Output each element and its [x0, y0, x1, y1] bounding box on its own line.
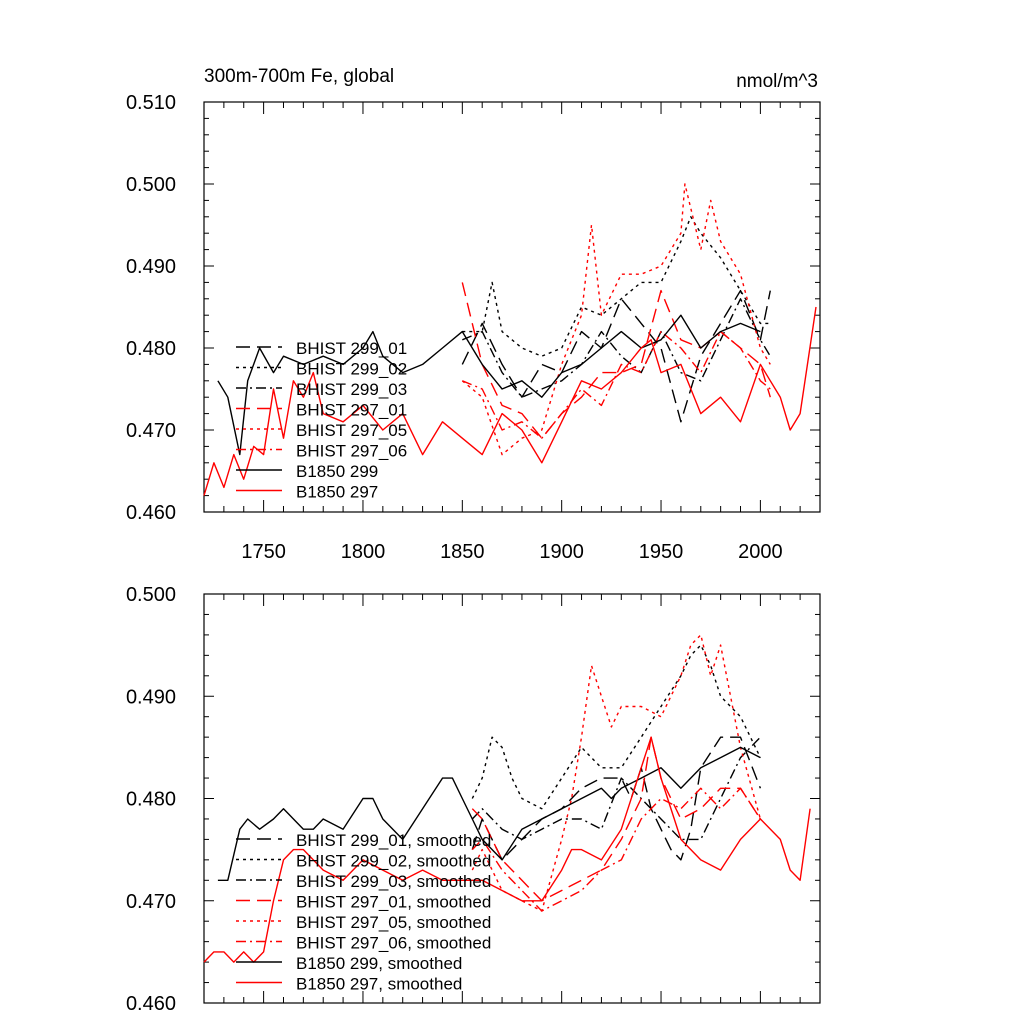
x-tick-label: 1850 — [440, 541, 485, 563]
series-line-2 — [471, 644, 762, 810]
legend-label: BHIST 299_03, smoothed — [296, 872, 491, 891]
legend-label: B1850 299, smoothed — [296, 954, 462, 973]
series-line-6 — [462, 330, 771, 439]
series-line-8 — [203, 736, 811, 963]
legend-label: BHIST 297_01 — [296, 401, 407, 420]
series-line-7 — [217, 746, 761, 881]
legend-label: B1850 299 — [296, 462, 378, 481]
legend-label: B1850 297 — [296, 483, 378, 502]
legend-label: BHIST 297_05 — [296, 421, 407, 440]
y-tick-label: 0.480 — [126, 338, 176, 360]
legend-label: BHIST 297_05, smoothed — [296, 913, 491, 932]
x-tick-label: 1900 — [539, 541, 584, 563]
y-tick-label: 0.490 — [126, 256, 176, 278]
y-tick-label: 0.470 — [126, 420, 176, 442]
x-tick-label: 1950 — [639, 541, 684, 563]
series-line-6 — [471, 787, 761, 912]
legend-label: BHIST 297_01, smoothed — [296, 893, 491, 912]
series-line-2 — [462, 216, 771, 357]
legend-label: BHIST 299_01, smoothed — [296, 831, 491, 850]
y-tick-label: 0.470 — [126, 891, 176, 913]
series-line-4 — [471, 736, 761, 902]
x-tick-label: 1800 — [341, 541, 386, 563]
x-tick-label: 1750 — [241, 541, 286, 563]
series-line-8 — [203, 306, 817, 496]
legend-label: BHIST 299_01 — [296, 339, 407, 358]
y-tick-label: 0.500 — [126, 174, 176, 196]
legend-label: BHIST 299_02, smoothed — [296, 852, 491, 871]
series-line-5 — [461, 183, 771, 456]
plot-frame — [203, 101, 821, 513]
legend-label: BHIST 299_03 — [296, 380, 407, 399]
legend-label: BHIST 299_02 — [296, 360, 407, 379]
series-line-1 — [471, 736, 762, 861]
x-tick-label: 2000 — [738, 541, 783, 563]
legend-label: BHIST 297_06 — [296, 442, 407, 461]
y-tick-label: 0.460 — [126, 993, 176, 1015]
series-line-5 — [471, 634, 762, 912]
series-line-4 — [461, 282, 771, 439]
series-line-1 — [461, 289, 771, 423]
y-tick-label: 0.510 — [126, 92, 176, 114]
legend-label: BHIST 297_06, smoothed — [296, 934, 491, 953]
series-line-3 — [471, 736, 761, 841]
series-line-3 — [462, 298, 771, 398]
y-tick-label: 0.480 — [126, 789, 176, 811]
upper-panel: 300m-700m Fe, global nmol/m^3 0.460 0.470… — [126, 66, 821, 563]
y-tick-label: 0.460 — [126, 502, 176, 524]
legend-label: B1850 297, smoothed — [296, 975, 462, 994]
upper-panel-units: nmol/m^3 — [736, 71, 818, 92]
lower-panel: 0.460 0.470 0.480 0.490 0.500 BHIST 299_01, s… — [126, 584, 821, 1015]
y-tick-label: 0.500 — [126, 584, 176, 606]
y-tick-label: 0.490 — [126, 686, 176, 708]
series-line-7 — [217, 314, 761, 456]
upper-panel-title: 300m-700m Fe, global — [204, 66, 394, 87]
